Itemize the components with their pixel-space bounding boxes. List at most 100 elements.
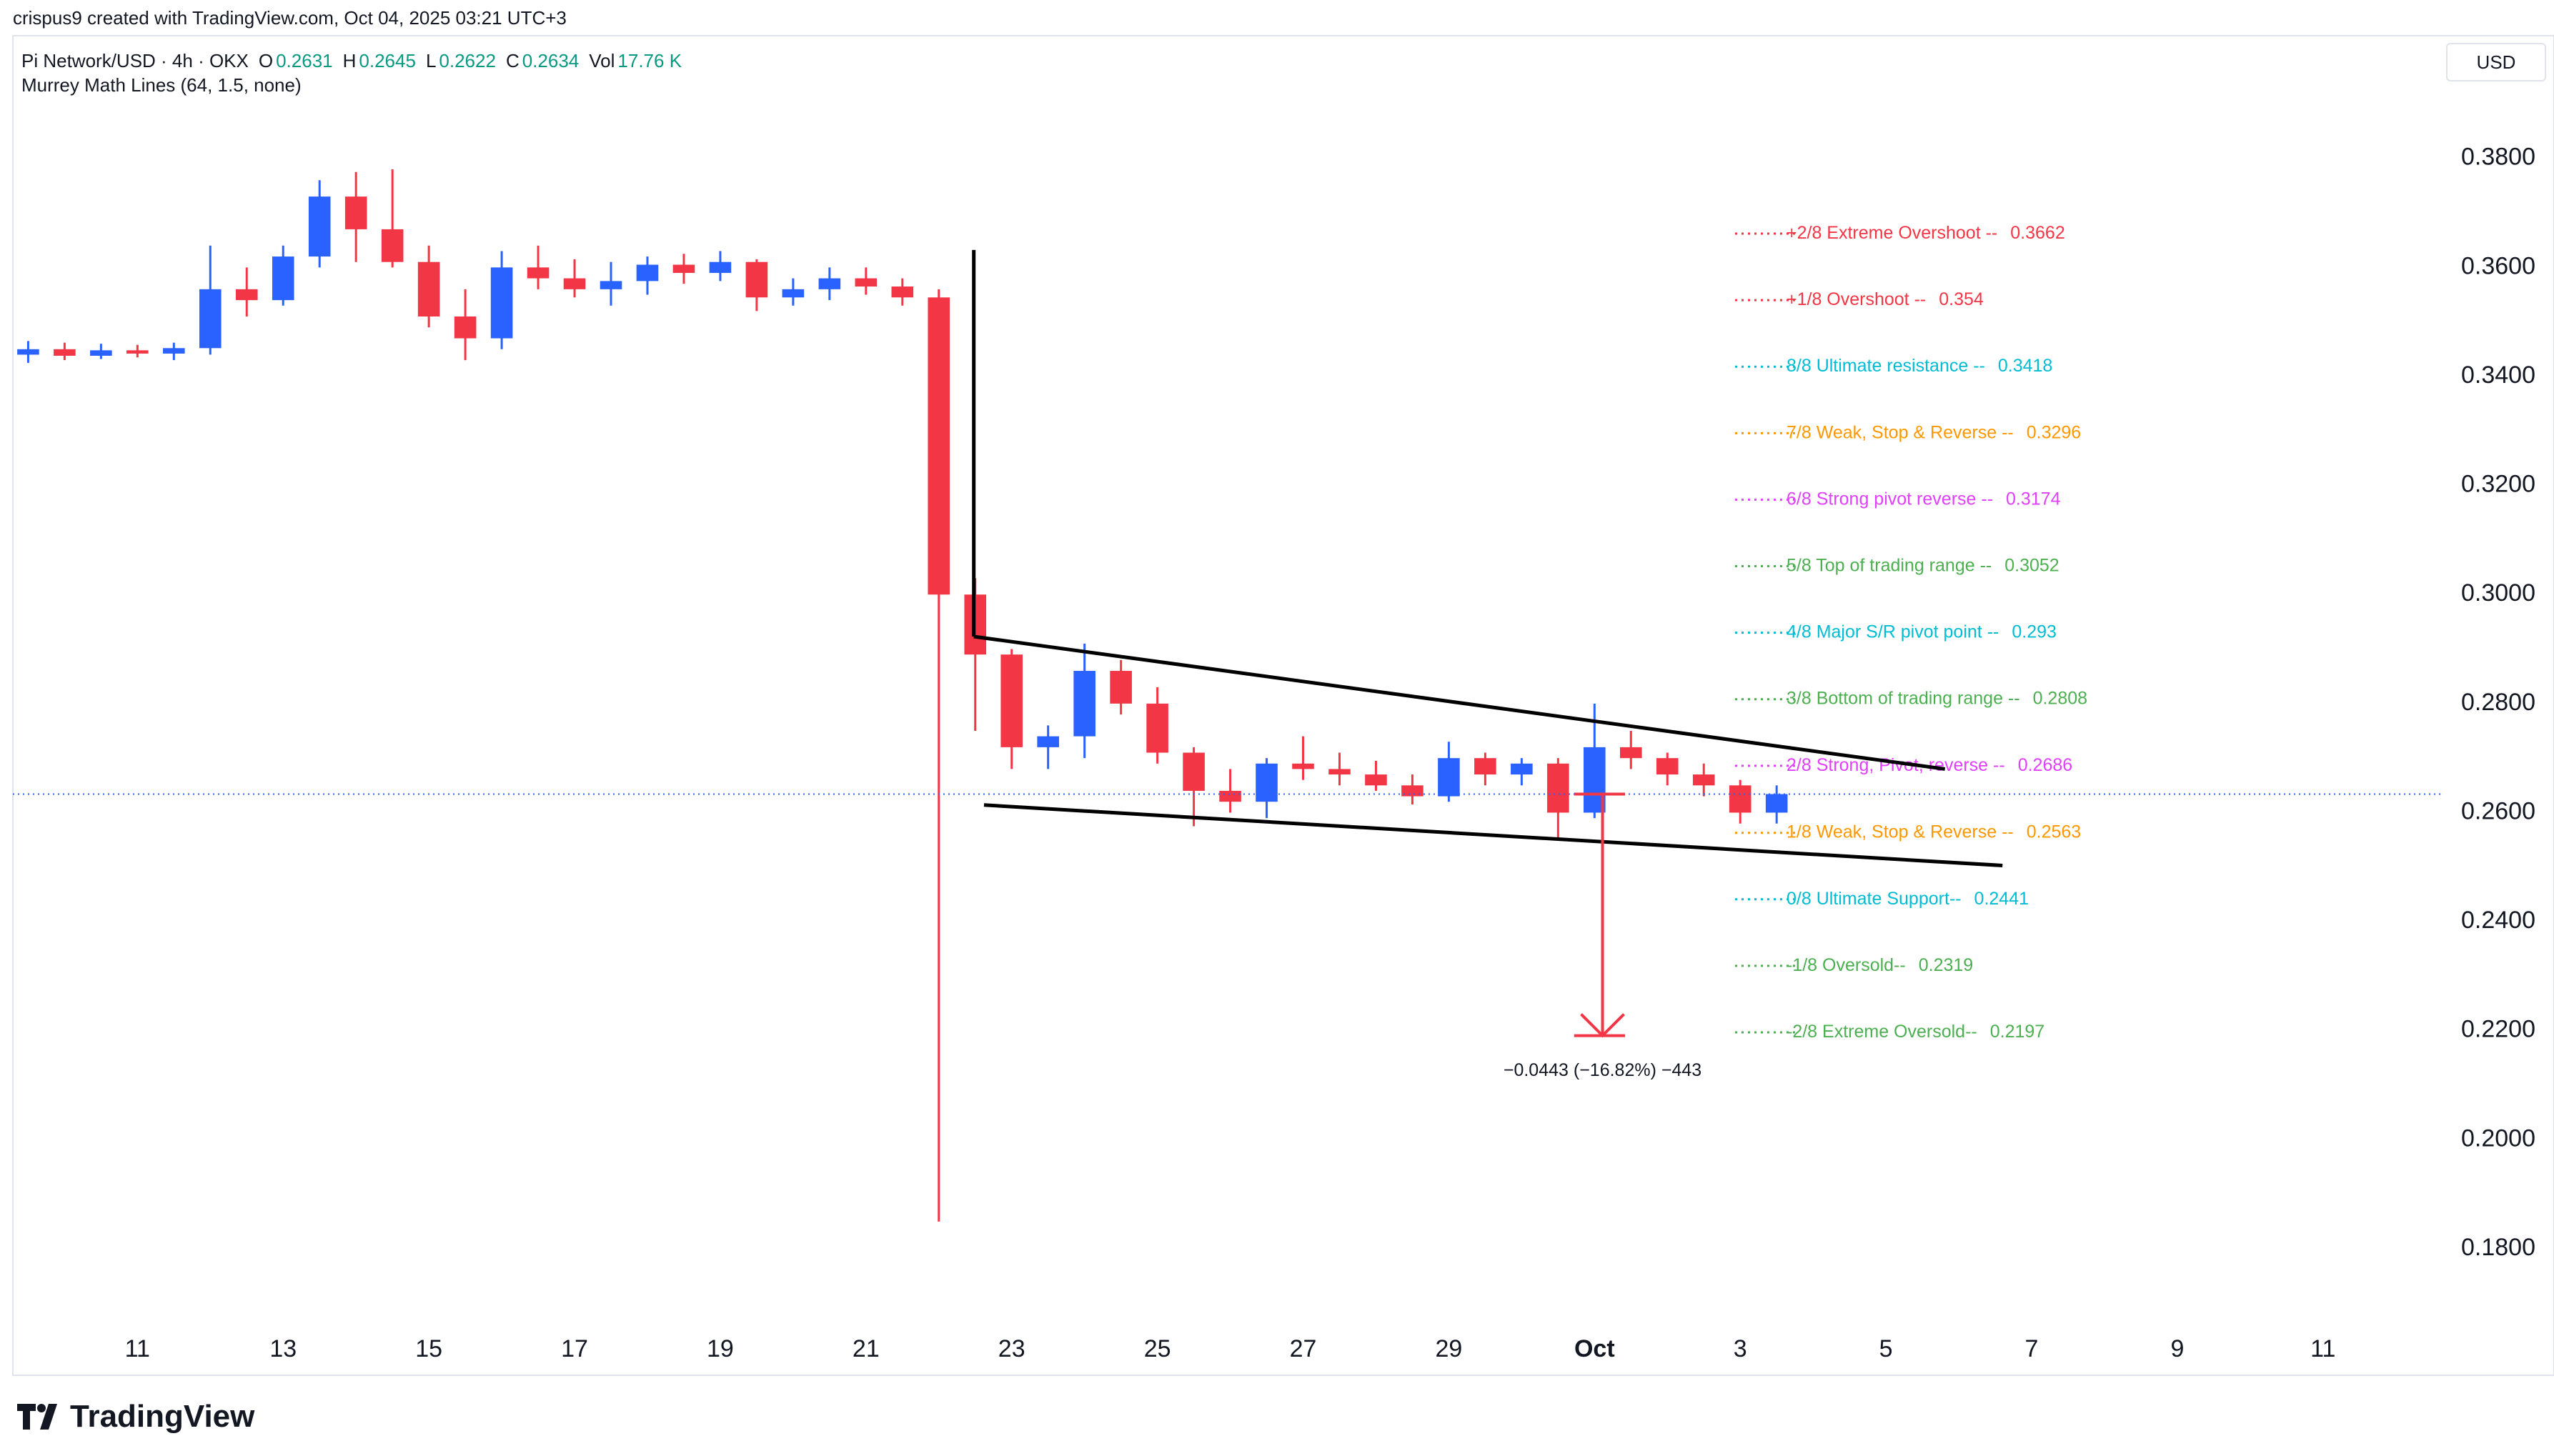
x-tick-label: 7 (2025, 1335, 2039, 1362)
candle-body (90, 350, 112, 356)
candle-body (490, 267, 513, 339)
x-tick-label: 15 (415, 1335, 442, 1362)
candle-body (308, 196, 331, 257)
candle-body (1656, 758, 1679, 775)
x-tick-label: 3 (1734, 1335, 1747, 1362)
candle-body (163, 348, 185, 354)
x-tick-label: 9 (2170, 1335, 2184, 1362)
murrey-label: 1/8 Weak, Stop & Reverse -- 0.2563 (1787, 822, 2081, 842)
ohlcv-value: 0.2645 (359, 50, 416, 71)
x-tick-label: 29 (1436, 1335, 1463, 1362)
murrey-value: 0.2441 (1974, 888, 2029, 908)
x-tick-label: Oct (1574, 1335, 1615, 1362)
candle-body (126, 350, 149, 354)
murrey-value: 0.3174 (2006, 489, 2061, 509)
murrey-value: 0.2563 (2027, 822, 2081, 842)
murrey-value: 0.293 (2012, 622, 2057, 642)
murrey-label: -1/8 Oversold-- 0.2319 (1787, 955, 1973, 975)
symbol: Pi Network/USD · 4h · OKX (21, 50, 249, 71)
brand-name: TradingView (70, 1399, 255, 1434)
x-tick-label: 13 (269, 1335, 297, 1362)
murrey-label: 8/8 Ultimate resistance -- 0.3418 (1787, 356, 2052, 376)
murrey-label: 7/8 Weak, Stop & Reverse -- 0.3296 (1787, 422, 2081, 442)
ohlcv-item: O 0.2631 (259, 49, 333, 73)
candle-body (1146, 703, 1168, 753)
murrey-value: 0.2686 (2018, 754, 2072, 774)
y-tick-label: 0.2800 (2461, 689, 2535, 716)
brand-logo (17, 1404, 57, 1430)
candle-body (272, 256, 294, 301)
x-tick-label: 17 (561, 1335, 588, 1362)
measure-arrowhead (1574, 1013, 1626, 1038)
ohlcv-label: Vol (589, 50, 615, 71)
trendline (983, 803, 2003, 867)
x-tick-label: 21 (853, 1335, 880, 1362)
candle-body (17, 349, 39, 355)
ohlcv-label: L (425, 50, 437, 71)
currency-button[interactable]: USD (2446, 43, 2546, 81)
trendline (973, 634, 1946, 771)
ohlcv-label: O (258, 50, 274, 71)
murrey-label: 3/8 Bottom of trading range -- 0.2808 (1787, 688, 2087, 708)
candle-body (1547, 763, 1569, 813)
murrey-value: 0.3296 (2027, 422, 2081, 442)
candle-body (344, 196, 367, 229)
candle-body (818, 278, 841, 289)
candle-body (928, 297, 950, 595)
murrey-name: 7/8 Weak, Stop & Reverse -- (1787, 422, 2014, 442)
candle-body (1474, 758, 1496, 775)
x-tick-label: 25 (1144, 1335, 1171, 1362)
y-tick-label: 0.2600 (2461, 797, 2535, 824)
ohlcv-value: 17.76 K (617, 50, 682, 71)
ohlcv-label: C (505, 50, 520, 71)
murrey-name: -1/8 Oversold-- (1787, 955, 1906, 975)
y-tick-label: 0.2400 (2461, 907, 2535, 934)
murrey-value: 0.2808 (2033, 688, 2087, 708)
murrey-name: 1/8 Weak, Stop & Reverse -- (1787, 822, 2014, 842)
candle-body (636, 264, 659, 281)
murrey-label: 0/8 Ultimate Support-- 0.2441 (1787, 888, 2029, 908)
candle-body (891, 286, 914, 298)
y-tick-label: 0.3800 (2461, 144, 2535, 171)
ohlcv-value: 0.2622 (439, 50, 496, 71)
y-tick-label: 0.3600 (2461, 252, 2535, 279)
murrey-name: 2/8 Strong, Pivot, reverse -- (1787, 754, 2005, 774)
x-tick-label: 5 (1879, 1335, 1893, 1362)
candle-body (1401, 785, 1423, 797)
murrey-value: 0.2319 (1919, 955, 1973, 975)
candle-body (417, 261, 440, 317)
candle-body (54, 349, 76, 356)
candle-body (1000, 654, 1023, 747)
y-tick-label: 0.2000 (2461, 1125, 2535, 1152)
candle-body (1765, 794, 1788, 813)
candle-body (235, 289, 258, 301)
murrey-name: 5/8 Top of trading range -- (1787, 555, 1992, 575)
murrey-label: 4/8 Major S/R pivot point -- 0.293 (1787, 622, 2057, 642)
ohlcv-value: 0.2634 (522, 50, 580, 71)
y-tick-label: 0.3200 (2461, 471, 2535, 498)
candle-body (527, 267, 550, 279)
murrey-label: 5/8 Top of trading range -- 0.3052 (1787, 555, 2059, 575)
murrey-name: 6/8 Strong pivot reverse -- (1787, 489, 1993, 509)
ohlc-row: Pi Network/USD · 4h · OKX O 0.2631 H 0.2645… (21, 49, 682, 73)
murrey-label: +2/8 Extreme Overshoot -- 0.3662 (1787, 223, 2065, 243)
candle-body (1438, 758, 1460, 797)
brand: TradingView (17, 1399, 254, 1435)
candle-body (600, 281, 622, 289)
ohlcv-item: L 0.2622 (426, 49, 496, 73)
candle-body (454, 316, 477, 339)
candle-body (563, 278, 586, 289)
candle-body (1292, 763, 1314, 769)
indicator: Murrey Math Lines (64, 1.5, none) (21, 74, 302, 96)
candle-body (1256, 763, 1278, 802)
x-tick-label: 27 (1290, 1335, 1317, 1362)
murrey-name: 8/8 Ultimate resistance -- (1787, 356, 1985, 376)
y-tick-label: 0.2200 (2461, 1016, 2535, 1043)
x-tick-label: 11 (2310, 1335, 2335, 1362)
ohlcv-label: H (342, 50, 357, 71)
murrey-label: -2/8 Extreme Oversold-- 0.2197 (1787, 1022, 2044, 1042)
plot-frame (12, 35, 2554, 1376)
murrey-name: +1/8 Overshoot -- (1787, 289, 1926, 309)
candle-body (381, 229, 404, 262)
ohlcv-value: 0.2631 (276, 50, 333, 71)
